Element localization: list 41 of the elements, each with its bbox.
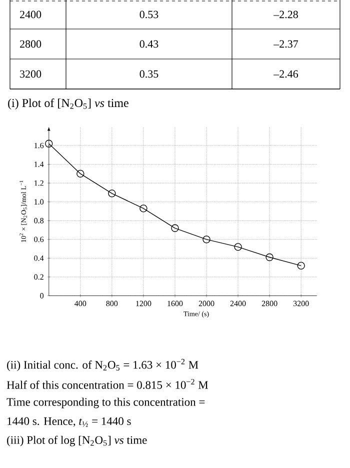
y-tick-label: 0.4 — [34, 255, 44, 261]
text: Time corresponding to this concentration = — [6, 398, 205, 408]
x-tick-label: 400 — [74, 300, 86, 306]
point — [297, 262, 305, 270]
x-tick-label: 2000 — [198, 300, 214, 306]
x-tick-label: 3200 — [293, 300, 309, 306]
point — [171, 224, 179, 232]
point — [202, 236, 210, 244]
text: (ii) Initial conc. of N$_{2}$O$_{5}$ = 1.63 × 10$^{−2}$ M — [7, 358, 198, 372]
chart-title: (i) Plot of [N$_{2}$O$_{5}$] vs time — [8, 98, 128, 110]
x-tick-label: 2400 — [230, 300, 246, 306]
point — [108, 190, 116, 198]
text: Half of this concentration = 0.815 × 10$^{−2}$ M — [6, 379, 208, 389]
text: –2.46 — [274, 70, 298, 78]
point — [266, 253, 274, 262]
text: –2.37 — [274, 40, 298, 48]
y-tick-label: 1.6 — [34, 142, 44, 148]
y-tick-label: 1.2 — [34, 180, 44, 186]
point — [45, 140, 53, 148]
text: –2.28 — [274, 10, 298, 18]
y-tick-label: 1.0 — [34, 199, 44, 205]
y-tick-label: 1.4 — [34, 162, 44, 168]
point — [234, 243, 242, 251]
x-tick-label: 1600 — [168, 300, 183, 306]
text: 2400 — [20, 10, 42, 18]
y-tick-label: 0 — [40, 293, 44, 298]
y-tick-label: 0.8 — [34, 218, 44, 224]
text: 1440 s. Hence, t$_{½}$ = 1440 s — [8, 417, 131, 427]
text: (iii) Plot of log [N$_{2}$O$_{5}$] vs time — [7, 436, 147, 446]
text: 3200 — [20, 70, 42, 78]
x-tick-label: 2800 — [262, 300, 278, 306]
y-tick-label: 0.6 — [34, 236, 44, 242]
x-tick-label: 1200 — [136, 300, 152, 306]
x-tick-label: 800 — [106, 300, 118, 306]
text: 2800 — [20, 40, 42, 48]
text: 0.35 — [140, 70, 158, 78]
point — [140, 204, 148, 212]
y-tick-label: 0.2 — [34, 274, 44, 280]
text: 0.43 — [140, 40, 158, 48]
text: 0.53 — [140, 10, 158, 18]
point — [76, 170, 84, 178]
